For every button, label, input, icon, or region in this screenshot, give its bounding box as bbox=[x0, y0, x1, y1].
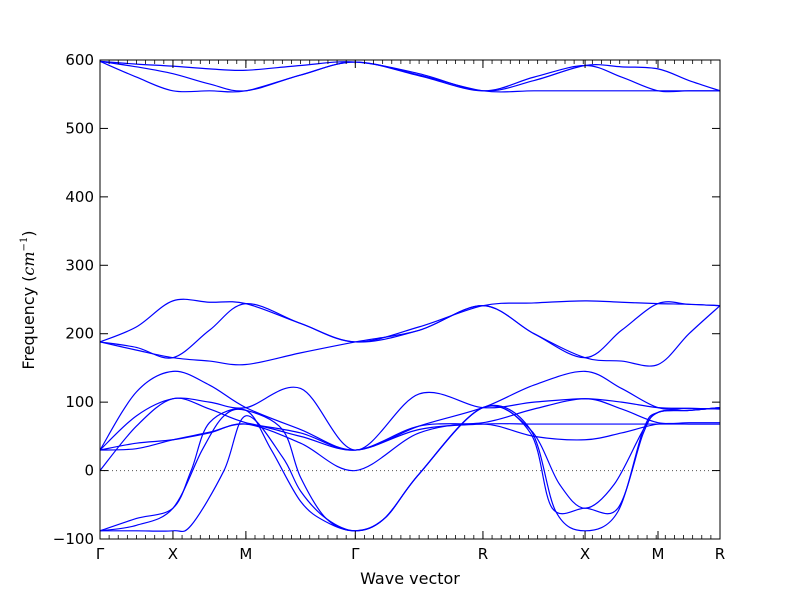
y-tick-label: 600 bbox=[65, 51, 94, 69]
x-axis-label: Wave vector bbox=[360, 569, 460, 588]
x-tick-label: X bbox=[580, 545, 590, 563]
band-line-8 bbox=[100, 386, 720, 451]
y-tick-label: 0 bbox=[84, 462, 94, 480]
y-axis-label-close: ) bbox=[19, 230, 38, 236]
x-tick-label: M bbox=[239, 545, 252, 563]
x-tick-label: R bbox=[478, 545, 488, 563]
y-tick-label: −100 bbox=[53, 530, 94, 548]
x-tick-label: Γ bbox=[351, 545, 360, 563]
x-tick-label: R bbox=[715, 545, 725, 563]
x-tick-label: X bbox=[168, 545, 178, 563]
x-tick-label: M bbox=[652, 545, 665, 563]
axis-ticks: −100 0 100 200 300 400 500 600 Γ X M Γ R X M R bbox=[53, 51, 725, 563]
y-axis-label-math: cm bbox=[19, 251, 38, 275]
y-tick-label: 300 bbox=[65, 256, 94, 274]
band-line-2 bbox=[100, 60, 720, 93]
band-line-1 bbox=[100, 60, 720, 92]
y-tick-label: 100 bbox=[65, 393, 94, 411]
y-tick-label: 400 bbox=[65, 188, 94, 206]
band-line-3 bbox=[100, 60, 720, 93]
y-axis-label-main: Frequency ( bbox=[19, 276, 38, 370]
y-axis-label-exp: −1 bbox=[19, 237, 30, 252]
y-tick-label: 200 bbox=[65, 325, 94, 343]
plot-area bbox=[100, 60, 720, 533]
band-line-14 bbox=[100, 404, 720, 533]
band-line-6 bbox=[100, 305, 720, 367]
y-axis-label: Frequency (cm−1) bbox=[19, 230, 38, 369]
x-tick-label: Γ bbox=[96, 545, 105, 563]
y-tick-label: 500 bbox=[65, 119, 94, 137]
band-line-9 bbox=[100, 397, 720, 471]
band-line-4 bbox=[100, 298, 720, 343]
